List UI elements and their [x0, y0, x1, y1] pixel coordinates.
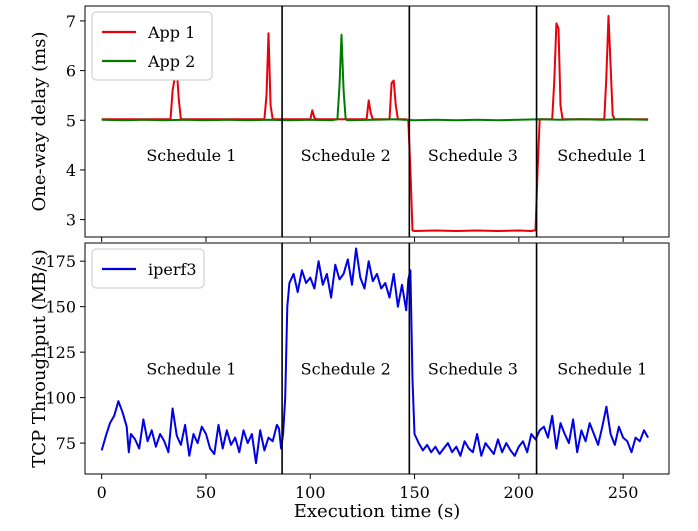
legend-box: [91, 11, 213, 81]
x-tick-label: 250: [608, 483, 639, 502]
schedule-label: Schedule 1: [146, 146, 236, 165]
y-tick-label: 7: [66, 12, 76, 31]
x-tick-label: 200: [504, 483, 535, 502]
schedule-label: Schedule 2: [301, 360, 391, 379]
x-tick-label: 0: [97, 483, 107, 502]
y-axis-label: One-way delay (ms): [29, 31, 50, 211]
schedule-label: Schedule 3: [428, 146, 518, 165]
legend-box: [91, 248, 205, 289]
y-tick-label: 5: [66, 111, 76, 130]
legend-label: App 1: [147, 23, 195, 42]
x-tick-label: 50: [196, 483, 216, 502]
schedule-label: Schedule 1: [146, 360, 236, 379]
x-tick-label: 100: [295, 483, 326, 502]
y-tick-label: 4: [66, 161, 76, 180]
y-tick-label: 125: [45, 343, 76, 362]
plot-frame: [84, 242, 670, 475]
legend-label: App 2: [147, 52, 195, 71]
y-tick-label: 100: [45, 389, 76, 408]
y-axis-label: TCP Throughput (MB/s): [29, 249, 50, 467]
y-tick-label: 3: [66, 211, 76, 230]
y-tick-label: 75: [56, 434, 76, 453]
schedule-label: Schedule 1: [557, 146, 647, 165]
x-tick-label: 150: [399, 483, 430, 502]
x-axis-label: Execution time (s): [294, 501, 460, 522]
y-tick-label: 150: [45, 298, 76, 317]
schedule-label: Schedule 3: [428, 360, 518, 379]
series-line-iperf3: [100, 247, 649, 465]
y-tick-label: 175: [45, 252, 76, 271]
panel-throughput: Schedule 1 Schedule 2 Schedule 3 Schedule 1…: [29, 242, 670, 502]
schedule-label: Schedule 1: [557, 360, 647, 379]
panel-delay: Schedule 1 Schedule 2 Schedule 3 Schedule 1…: [29, 5, 670, 242]
schedule-label: Schedule 2: [301, 146, 391, 165]
legend-label: iperf3: [148, 260, 197, 279]
y-tick-label: 6: [66, 62, 76, 81]
plot-frame: [84, 5, 670, 238]
